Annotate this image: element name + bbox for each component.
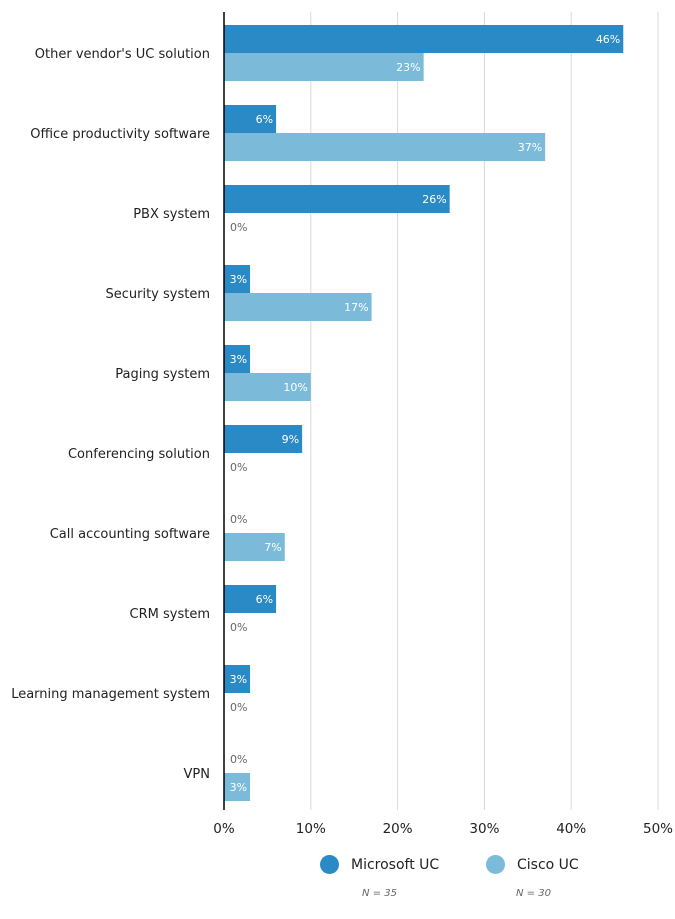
data-label: 46% bbox=[596, 33, 620, 46]
bar bbox=[224, 25, 624, 53]
data-label: 0% bbox=[230, 621, 247, 634]
data-label: 0% bbox=[230, 753, 247, 766]
bar bbox=[224, 53, 424, 81]
data-label: 0% bbox=[230, 461, 247, 474]
data-label: 26% bbox=[422, 193, 446, 206]
legend-item-microsoft-uc[interactable]: Microsoft UC bbox=[320, 855, 439, 874]
data-label: 9% bbox=[282, 433, 299, 446]
legend-label: Microsoft UC bbox=[351, 856, 440, 873]
legend-swatch-microsoft-uc bbox=[320, 855, 339, 874]
bar bbox=[224, 105, 277, 133]
category-label: Conferencing solution bbox=[68, 447, 210, 462]
x-tick-label: 0% bbox=[213, 821, 235, 837]
data-label: 3% bbox=[230, 353, 247, 366]
x-tick-label: 10% bbox=[296, 821, 326, 837]
sample-size-cisco-uc: N = 30 bbox=[516, 888, 551, 899]
x-tick-label: 30% bbox=[469, 821, 499, 837]
category-label: Security system bbox=[105, 287, 210, 302]
category-label: Call accounting software bbox=[50, 527, 210, 542]
data-label: 37% bbox=[518, 141, 542, 154]
bar bbox=[224, 373, 311, 401]
bar bbox=[224, 293, 372, 321]
category-label: Paging system bbox=[115, 367, 210, 382]
category-label: PBX system bbox=[133, 207, 210, 222]
data-label: 23% bbox=[396, 61, 420, 74]
bar bbox=[224, 185, 450, 213]
x-tick-label: 20% bbox=[383, 821, 413, 837]
data-label: 6% bbox=[256, 593, 273, 606]
bar bbox=[224, 665, 251, 693]
legend-label: Cisco UC bbox=[517, 856, 579, 873]
x-tick-label: 40% bbox=[556, 821, 586, 837]
data-label: 3% bbox=[230, 673, 247, 686]
sample-size-microsoft-uc: N = 35 bbox=[362, 888, 397, 899]
x-tick-label: 50% bbox=[643, 821, 673, 837]
legend-item-cisco-uc[interactable]: Cisco UC bbox=[486, 855, 579, 874]
bar bbox=[224, 533, 285, 561]
data-label: 0% bbox=[230, 221, 247, 234]
bar bbox=[224, 425, 303, 453]
data-label: 10% bbox=[283, 381, 307, 394]
data-label: 3% bbox=[230, 273, 247, 286]
category-label: Learning management system bbox=[11, 687, 210, 702]
bar bbox=[224, 265, 251, 293]
category-label: VPN bbox=[184, 767, 210, 782]
data-label: 6% bbox=[256, 113, 273, 126]
bar bbox=[224, 133, 546, 161]
bar bbox=[224, 585, 277, 613]
data-label: 0% bbox=[230, 513, 247, 526]
legend-swatch-cisco-uc bbox=[486, 855, 505, 874]
category-label: Office productivity software bbox=[30, 127, 210, 142]
bar bbox=[224, 345, 251, 373]
bar bbox=[224, 773, 251, 801]
data-label: 3% bbox=[230, 781, 247, 794]
data-label: 17% bbox=[344, 301, 368, 314]
data-label: 7% bbox=[264, 541, 281, 554]
category-label: Other vendor's UC solution bbox=[35, 47, 210, 62]
data-label: 0% bbox=[230, 701, 247, 714]
category-label: CRM system bbox=[130, 607, 210, 622]
